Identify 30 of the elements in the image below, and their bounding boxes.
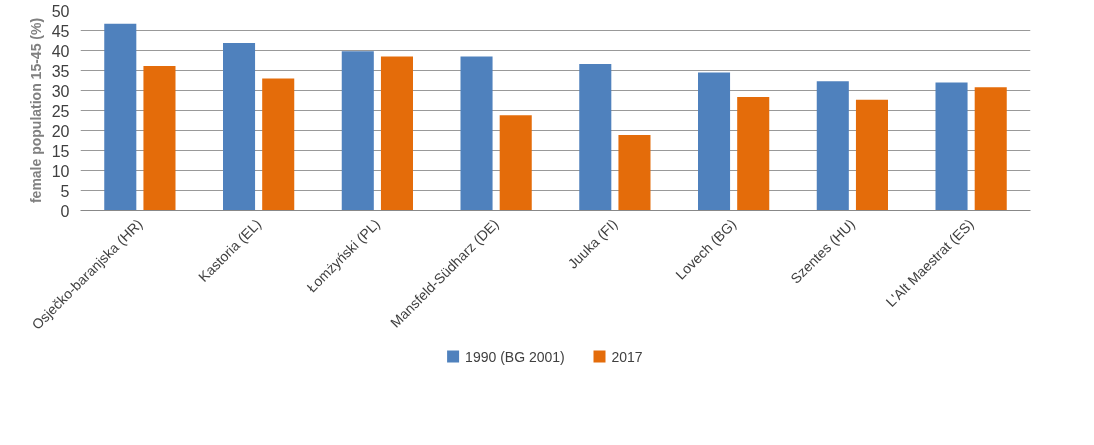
legend-label: 2017 xyxy=(611,348,643,365)
y-tick-label: 40 xyxy=(51,42,70,60)
y-tick-label: 10 xyxy=(51,162,70,180)
y-tick-label: 50 xyxy=(51,2,70,20)
bar xyxy=(737,96,770,211)
y-axis-title: female population 15-45 (%) xyxy=(27,17,44,204)
bar xyxy=(579,64,612,211)
y-tick-label: 5 xyxy=(60,182,70,200)
bar xyxy=(935,82,968,211)
y-tick-label: 45 xyxy=(51,22,70,40)
y-tick-label: 25 xyxy=(51,102,70,120)
y-tick-label: 35 xyxy=(51,62,70,80)
y-tick-label: 0 xyxy=(60,202,70,220)
bar xyxy=(855,99,888,211)
y-tick-label: 15 xyxy=(51,142,70,160)
bar xyxy=(499,115,532,211)
legend-label: 1990 (BG 2001) xyxy=(465,348,565,365)
y-tick-label: 30 xyxy=(51,82,70,100)
bar xyxy=(698,72,731,211)
bar xyxy=(143,66,176,211)
bar xyxy=(223,42,256,211)
bar xyxy=(618,134,651,211)
bar xyxy=(460,56,493,211)
bar xyxy=(341,51,374,211)
bar xyxy=(104,23,137,211)
bar xyxy=(816,81,849,211)
y-tick-label: 20 xyxy=(51,122,70,140)
bar xyxy=(262,78,295,211)
bar xyxy=(974,87,1007,211)
bar xyxy=(380,56,413,211)
